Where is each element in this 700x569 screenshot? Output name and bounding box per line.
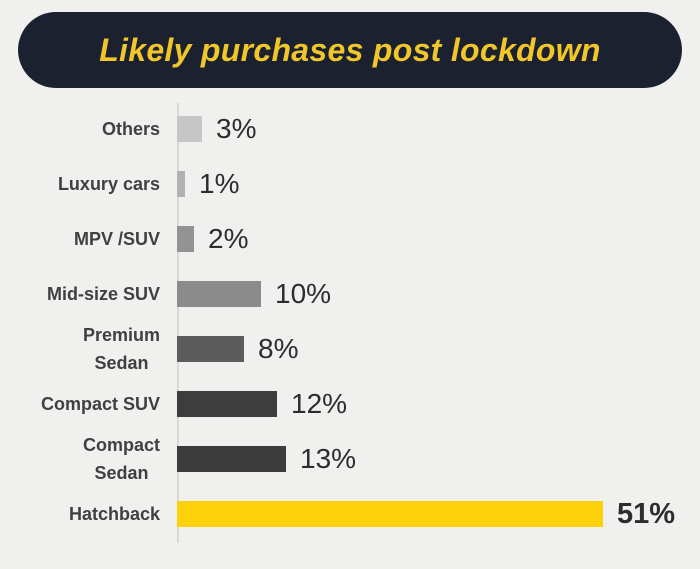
chart-row: Compact Sedan 13% [0,431,700,486]
plot-area: Others 3% Luxury cars 1% MPV /SUV 2% Mid… [0,101,700,546]
bar-rows: Others 3% Luxury cars 1% MPV /SUV 2% Mid… [0,101,700,541]
value-label: 13% [300,442,357,474]
chart-row: Mid-size SUV 10% [0,266,700,321]
bar [177,225,194,252]
category-label: Hatchback [68,503,160,524]
value-label: 51% [617,497,676,530]
value-label: 8% [258,332,299,364]
bar [177,115,202,142]
chart-row: Compact SUV 12% [0,376,700,431]
category-label-cell: Mid-size SUV [0,280,160,308]
chart-row: MPV /SUV 2% [0,211,700,266]
chart-row: Luxury cars 1% [0,156,700,211]
value-label: 3% [216,112,257,144]
bar [177,335,244,362]
value-label: 10% [275,277,332,309]
value-label: 2% [208,222,249,254]
bar [177,170,185,197]
bar [177,280,261,307]
category-label-cell: Others [0,115,160,143]
value-label: 12% [291,387,348,419]
y-axis-line [177,103,179,543]
category-label-cell: MPV /SUV [0,225,160,253]
category-label: Luxury cars [57,173,160,194]
category-label-cell: Premium Sedan [0,321,160,377]
bar [177,445,286,472]
category-label: Compact Sedan [82,434,160,483]
bar [177,390,277,417]
category-label: Others [101,118,160,139]
category-label: Premium Sedan [82,324,160,373]
category-label-cell: Luxury cars [0,170,160,198]
chart-title: Likely purchases post lockdown [99,31,601,68]
category-label: Mid-size SUV [46,283,160,304]
chart-row: Premium Sedan 8% [0,321,700,376]
bar [177,500,603,527]
category-label-cell: Compact SUV [0,390,160,418]
category-label-cell: Hatchback [0,500,160,528]
title-banner: Likely purchases post lockdown [18,12,682,88]
chart-row: Others 3% [0,101,700,156]
value-label: 1% [199,167,240,199]
category-label: MPV /SUV [73,228,160,249]
chart-row: Hatchback 51% [0,486,700,541]
category-label: Compact SUV [40,393,160,414]
category-label-cell: Compact Sedan [0,431,160,487]
